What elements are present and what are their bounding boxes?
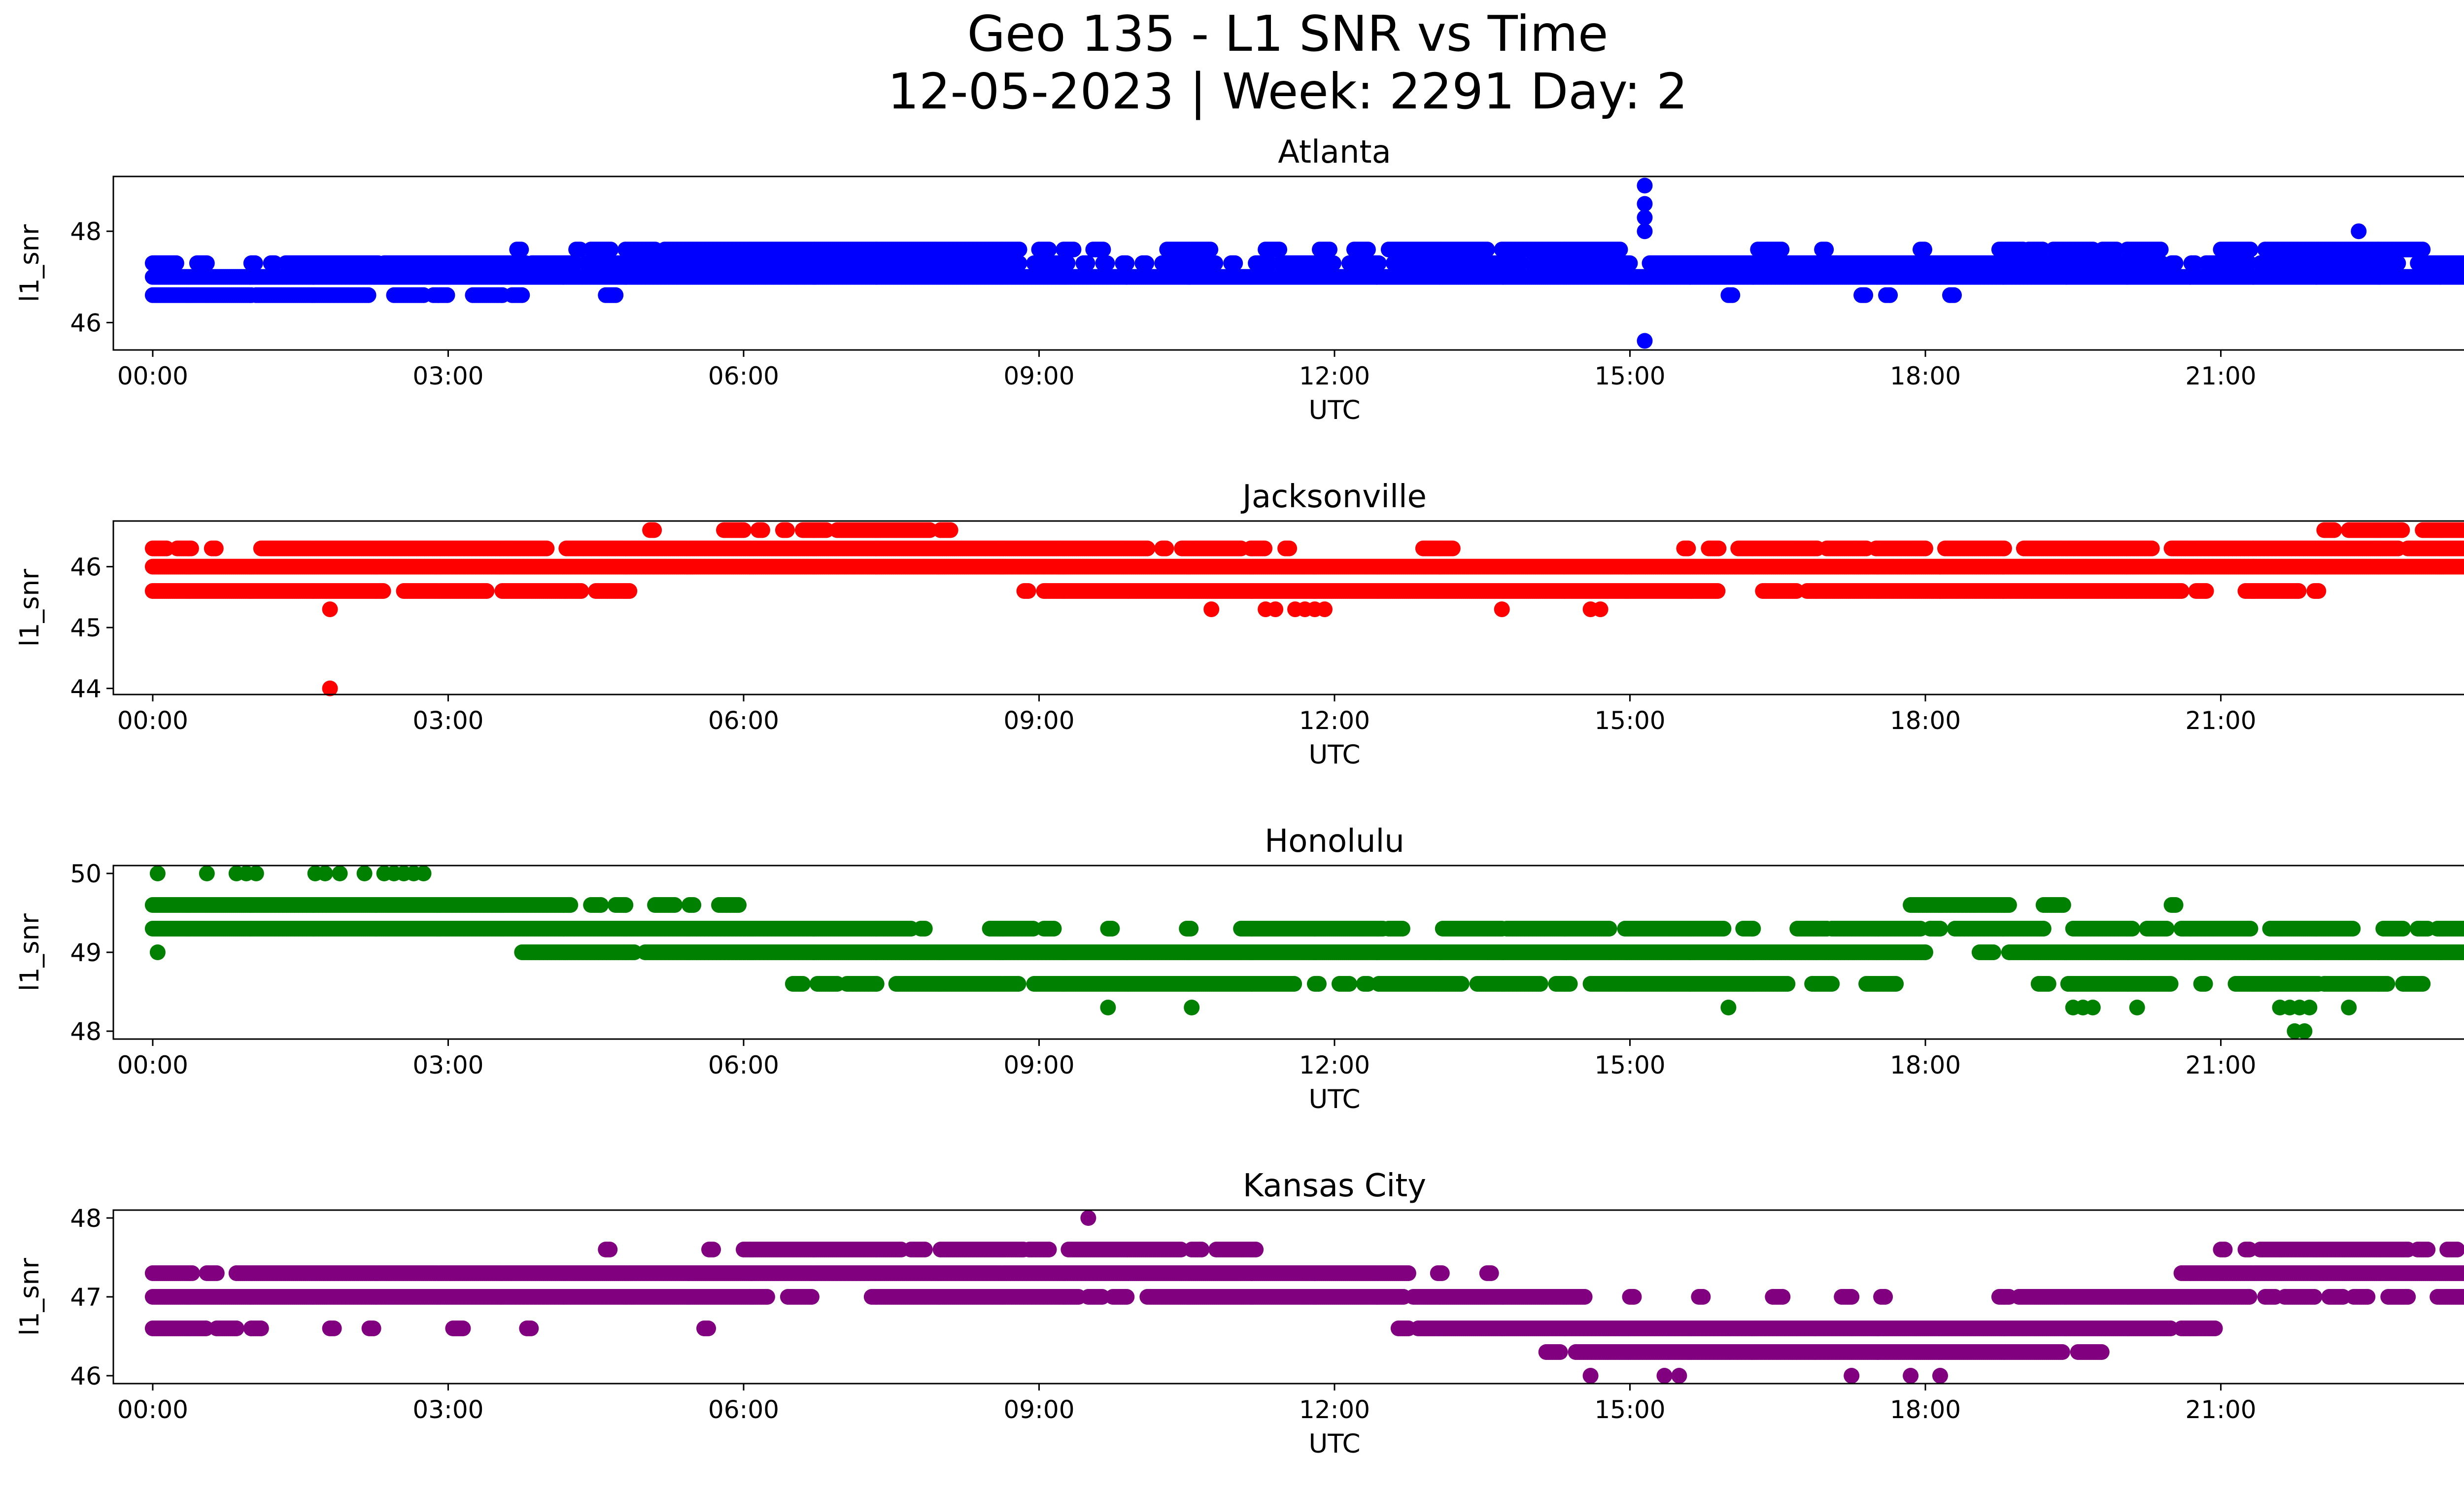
data-point	[539, 540, 555, 556]
x-tick-label: 00:00	[117, 362, 188, 390]
data-point	[2390, 255, 2406, 271]
data-point	[608, 287, 624, 303]
data-point	[1724, 287, 1741, 303]
subplot-title: Atlanta	[1278, 134, 1391, 171]
data-point	[1095, 242, 1111, 258]
data-point	[603, 242, 619, 258]
x-tick-label: 03:00	[412, 362, 483, 390]
data-point	[1637, 223, 1653, 240]
data-point	[2144, 540, 2160, 556]
data-point	[207, 540, 224, 556]
subplot-title: Jacksonville	[1240, 479, 1427, 515]
figure-title-line2: 12-05-2023 | Week: 2291 Day: 2	[888, 63, 1687, 120]
x-tick-label: 21:00	[2186, 362, 2257, 390]
data-point	[2167, 255, 2184, 271]
data-point	[2415, 242, 2431, 258]
data-point	[1202, 242, 1219, 258]
data-point	[1818, 242, 1834, 258]
data-point	[247, 255, 263, 271]
data-point	[1612, 242, 1628, 258]
data-point	[1119, 255, 1135, 271]
data-point	[1011, 242, 1027, 258]
y-axis-label: l1_snr	[15, 224, 45, 302]
data-point	[183, 540, 199, 556]
data-point	[1041, 242, 1057, 258]
data-point	[1774, 242, 1790, 258]
data-point	[1322, 242, 1337, 258]
data-point	[1946, 287, 1962, 303]
data-point	[1637, 177, 1653, 194]
figure-title-line1: Geo 135 - L1 SNR vs Time	[967, 5, 1608, 63]
data-point	[1370, 255, 1387, 271]
data-point	[1637, 196, 1653, 212]
data-points	[144, 522, 2464, 696]
y-tick-label: 48	[70, 217, 102, 246]
data-point	[360, 287, 376, 303]
data-point	[1996, 540, 2012, 556]
data-point	[1281, 540, 1298, 556]
data-point	[513, 242, 529, 258]
data-point	[2351, 223, 2367, 240]
data-point	[1360, 242, 1376, 258]
data-point	[1060, 255, 1076, 271]
data-point	[1680, 540, 1696, 556]
x-tick-label: 06:00	[708, 362, 779, 390]
data-point	[1622, 255, 1638, 271]
data-points	[144, 177, 2464, 349]
data-point	[1479, 242, 1495, 258]
x-tick-label: 09:00	[1003, 362, 1074, 390]
data-point	[199, 255, 215, 271]
data-point	[514, 287, 530, 303]
subplot-atlanta: Atlanta 00:00 03:00 06:00 09:00 12:00 15:00 18:…	[15, 134, 2464, 425]
data-point	[1099, 255, 1115, 271]
data-point	[1711, 540, 1727, 556]
y-tick-label: 46	[70, 309, 102, 337]
data-point	[1917, 540, 1933, 556]
data-point	[1139, 540, 1156, 556]
data-point	[1079, 255, 1095, 271]
data-point	[1138, 255, 1155, 271]
x-tick-label: 18:00	[1890, 362, 1961, 390]
data-point	[1637, 209, 1653, 226]
data-point	[168, 255, 184, 271]
data-point	[1207, 255, 1224, 271]
data-point	[1257, 540, 1273, 556]
data-point	[1916, 242, 1932, 258]
data-point	[1158, 540, 1174, 556]
data-point	[1227, 255, 1243, 271]
data-point	[439, 287, 455, 303]
data-point	[1637, 333, 1653, 349]
data-point	[2153, 242, 2169, 258]
data-point	[1065, 242, 1082, 258]
data-point	[1444, 540, 1461, 556]
x-tick-label: 15:00	[1594, 362, 1665, 390]
data-point	[1857, 287, 1874, 303]
data-point	[1882, 287, 1898, 303]
data-point	[1326, 255, 1341, 271]
x-tick-label: 12:00	[1299, 362, 1370, 390]
data-point	[1011, 255, 1027, 271]
x-axis-label: UTC	[1308, 395, 1360, 425]
data-point	[2242, 242, 2259, 258]
data-point	[1271, 242, 1288, 258]
